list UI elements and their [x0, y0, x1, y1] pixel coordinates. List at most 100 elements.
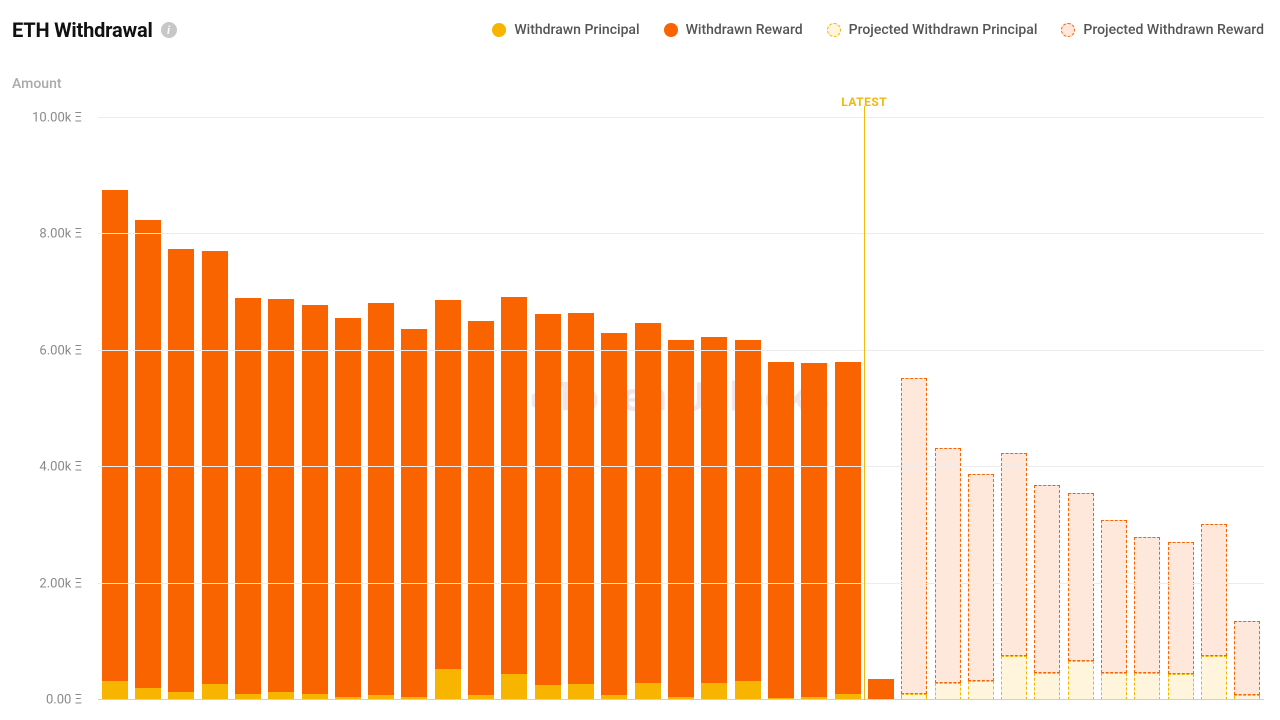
- bar-projected-reward: [1034, 485, 1060, 672]
- plot-area: Token Unlocks LATEST: [98, 118, 1264, 700]
- chart-container: ETH Withdrawal i Withdrawn Principal Wit…: [0, 0, 1280, 720]
- bar-group[interactable]: [401, 118, 427, 700]
- bar-group[interactable]: [968, 118, 994, 700]
- bar-principal: [102, 681, 128, 700]
- bar-group[interactable]: [468, 118, 494, 700]
- baseline: [98, 699, 1264, 700]
- bar-group[interactable]: [168, 118, 194, 700]
- info-icon[interactable]: i: [161, 22, 177, 38]
- legend-label: Withdrawn Reward: [686, 22, 803, 38]
- bar-reward: [601, 333, 627, 696]
- bar-group[interactable]: [135, 118, 161, 700]
- latest-marker-label: LATEST: [841, 95, 887, 109]
- bar-principal: [202, 684, 228, 700]
- swatch-proj-reward-icon: [1061, 23, 1075, 37]
- bar-group[interactable]: [568, 118, 594, 700]
- bar-reward: [835, 362, 861, 694]
- swatch-proj-principal-icon: [827, 23, 841, 37]
- bar-group[interactable]: [202, 118, 228, 700]
- bar-group[interactable]: [1134, 118, 1160, 700]
- y-axis: 0.00 Ξ2.00k Ξ4.00k Ξ6.00k Ξ8.00k Ξ10.00k…: [12, 118, 90, 700]
- bar-reward: [701, 337, 727, 683]
- latest-marker-line: [864, 106, 865, 700]
- bar-group[interactable]: [835, 118, 861, 700]
- bar-group[interactable]: [1068, 118, 1094, 700]
- bar-group[interactable]: [1234, 118, 1260, 700]
- bar-reward: [168, 249, 194, 692]
- bar-reward: [801, 363, 827, 697]
- bar-group[interactable]: [735, 118, 761, 700]
- bar-group[interactable]: [668, 118, 694, 700]
- bar-projected-principal: [1168, 674, 1194, 700]
- bar-group[interactable]: [935, 118, 961, 700]
- bar-reward: [102, 190, 128, 682]
- bar-group[interactable]: [1101, 118, 1127, 700]
- bar-reward: [735, 340, 761, 682]
- y-tick-label: 8.00k Ξ: [12, 227, 82, 242]
- bar-projected-principal: [1068, 661, 1094, 700]
- bar-projected-principal: [1201, 656, 1227, 700]
- bar-reward: [768, 362, 794, 698]
- bar-reward: [435, 300, 461, 668]
- bar-reward: [568, 313, 594, 684]
- bar-group[interactable]: [801, 118, 827, 700]
- bar-reward: [135, 220, 161, 689]
- bar-projected-reward: [935, 448, 961, 683]
- bar-projected-reward: [1001, 453, 1027, 656]
- bar-group[interactable]: [1034, 118, 1060, 700]
- bar-group[interactable]: [335, 118, 361, 700]
- bar-projected-principal: [935, 683, 961, 700]
- bar-projected-reward: [1168, 542, 1194, 675]
- y-tick-label: 4.00k Ξ: [12, 460, 82, 475]
- legend: Withdrawn Principal Withdrawn Reward Pro…: [492, 22, 1264, 38]
- bar-principal: [435, 669, 461, 700]
- bar-projected-principal: [1034, 673, 1060, 700]
- y-axis-title: Amount: [12, 76, 1264, 92]
- bar-group[interactable]: [368, 118, 394, 700]
- bar-group[interactable]: [501, 118, 527, 700]
- legend-withdrawn-principal[interactable]: Withdrawn Principal: [492, 22, 639, 38]
- bar-projected-reward: [901, 378, 927, 694]
- bar-group[interactable]: [635, 118, 661, 700]
- bar-principal: [701, 683, 727, 700]
- bar-reward: [868, 679, 894, 700]
- y-tick-label: 6.00k Ξ: [12, 343, 82, 358]
- bar-group[interactable]: [235, 118, 261, 700]
- legend-projected-principal[interactable]: Projected Withdrawn Principal: [827, 22, 1038, 38]
- bar-group[interactable]: [768, 118, 794, 700]
- bar-group[interactable]: [535, 118, 561, 700]
- chart-header: ETH Withdrawal i Withdrawn Principal Wit…: [12, 14, 1264, 46]
- bar-reward: [668, 340, 694, 696]
- bar-group[interactable]: [868, 118, 894, 700]
- bar-group[interactable]: [1001, 118, 1027, 700]
- bar-reward: [401, 329, 427, 697]
- bar-reward: [468, 321, 494, 696]
- bar-group[interactable]: [1201, 118, 1227, 700]
- bar-group[interactable]: [901, 118, 927, 700]
- legend-label: Projected Withdrawn Reward: [1083, 22, 1264, 38]
- bar-principal: [735, 681, 761, 700]
- swatch-reward-icon: [664, 23, 678, 37]
- gridline: [98, 583, 1264, 584]
- bar-reward: [535, 314, 561, 685]
- bar-projected-principal: [968, 681, 994, 700]
- bar-projected-reward: [1101, 520, 1127, 673]
- bar-projected-principal: [1001, 656, 1027, 700]
- bar-group[interactable]: [102, 118, 128, 700]
- legend-withdrawn-reward[interactable]: Withdrawn Reward: [664, 22, 803, 38]
- bar-reward: [302, 305, 328, 694]
- bar-projected-reward: [1068, 493, 1094, 661]
- bar-group[interactable]: [268, 118, 294, 700]
- bar-group[interactable]: [435, 118, 461, 700]
- bar-group[interactable]: [302, 118, 328, 700]
- bar-group[interactable]: [701, 118, 727, 700]
- y-tick-label: 10.00k Ξ: [12, 111, 82, 126]
- bar-projected-principal: [1101, 673, 1127, 700]
- legend-projected-reward[interactable]: Projected Withdrawn Reward: [1061, 22, 1264, 38]
- swatch-principal-icon: [492, 23, 506, 37]
- bar-group[interactable]: [601, 118, 627, 700]
- bar-group[interactable]: [1168, 118, 1194, 700]
- bar-reward: [235, 298, 261, 693]
- gridline: [98, 117, 1264, 118]
- gridline: [98, 350, 1264, 351]
